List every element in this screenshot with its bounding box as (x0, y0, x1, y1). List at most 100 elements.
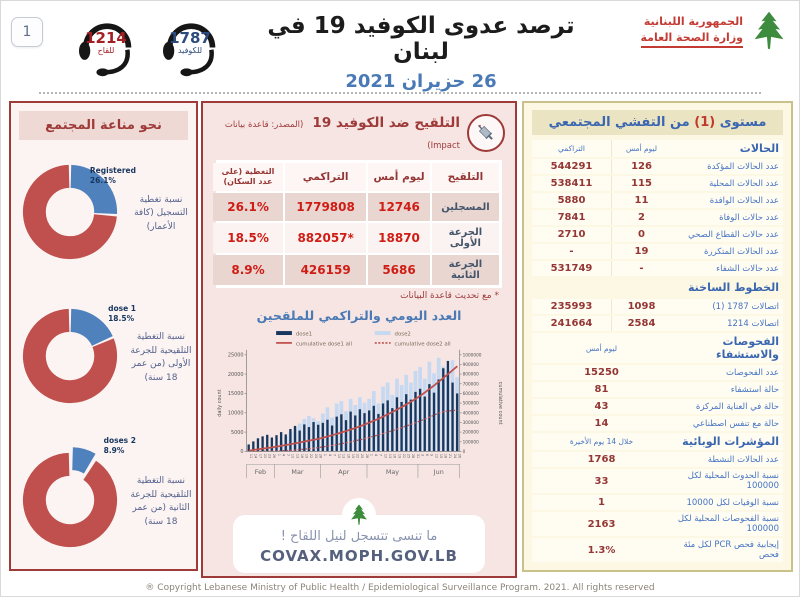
donut-svg (22, 308, 118, 404)
svg-text:19: 19 (397, 454, 401, 458)
table-row: نسبة الفحوصات المحلية لكل 100000 2163 (532, 512, 783, 536)
row-label: عدد الحالات المحلية (709, 178, 779, 189)
row-value: 15250 (584, 367, 619, 378)
vacc-coverage: 8.9% (213, 255, 284, 286)
row-value: 1.3% (587, 544, 616, 556)
vacc-yesterday: 12746 (368, 193, 430, 222)
value-yesterday: - (611, 261, 671, 276)
row-value: 2163 (587, 518, 616, 530)
row-label: نسبة الوفيات لكل 10000 (686, 497, 779, 508)
community-immunity-panel: نحو مناعة المجتمع نسبة تغطية التسجيل (كا… (9, 101, 198, 571)
svg-text:500000: 500000 (463, 401, 479, 406)
value-yesterday: 2 (611, 210, 671, 225)
outbreak-panel: مستوى (1) من التفشي المجتمعي الحالات ليوم… (522, 101, 793, 572)
svg-text:May: May (386, 469, 399, 477)
svg-text:900000: 900000 (463, 362, 479, 367)
donut-arabic-label: نسبة تغطية التسجيل (كافة الأعمار) (134, 194, 188, 232)
donut-slice-label: 2 doses 8.9% (103, 436, 136, 455)
svg-text:15000: 15000 (228, 392, 244, 398)
svg-text:14: 14 (254, 454, 258, 458)
row-label: عدد حالات الشفاء (716, 263, 779, 274)
svg-text:17: 17 (258, 454, 262, 458)
vaccination-title-text: التلقيح ضد الكوفيد 19 (المصدر: قاعدة بيا… (213, 112, 460, 154)
row-label: حالة استشفاء (730, 384, 779, 395)
svg-text:20000: 20000 (228, 372, 244, 378)
table-row: الفحوصات والاستشفاء ليوم أمس (532, 333, 783, 363)
row-label: عدد الفحوصات (726, 367, 779, 378)
outbreak-title-right: مستوى (719, 115, 767, 130)
vaccination-source: (المصدر: قاعدة بيانات Impact) (224, 120, 460, 151)
hotline-covid: 1787 للكوفيد (151, 7, 229, 79)
svg-text:22: 22 (402, 454, 406, 458)
row-label: عدد الحالات المؤكدة (707, 161, 779, 172)
daily-chart-title: العدد اليومي والتراكمي للملقحين (256, 308, 462, 324)
table-row: عدد حالات الوفاة 2 7841 (532, 210, 783, 225)
copyright-footer: ® Copyright Lebanese Ministry of Public … (145, 583, 655, 593)
svg-text:24: 24 (453, 454, 457, 458)
svg-text:16: 16 (393, 454, 397, 458)
cedar-mini-badge (342, 498, 376, 533)
svg-text:13: 13 (342, 454, 346, 458)
value-cumulative: 241664 (550, 318, 593, 329)
syringe-icon (477, 124, 493, 140)
vacc-yesterday: 5686 (368, 255, 430, 286)
cedar-icon (351, 504, 367, 526)
svg-text:22: 22 (309, 454, 313, 458)
outbreak-title-left: من التفشي المجتمعي (548, 115, 690, 130)
value-yesterday: 19 (611, 244, 671, 259)
vacc-header-cell: ليوم أمس (368, 162, 430, 192)
header-separator (39, 92, 761, 94)
vacc-row-label: الجرعة الثانية (431, 255, 499, 286)
svg-text:25: 25 (360, 454, 364, 458)
value-cumulative: 538411 (550, 178, 593, 189)
svg-text:10: 10 (383, 454, 387, 458)
table-row: عدد الحالات المتكررة 19 - (532, 244, 783, 259)
table-row: عدد الفحوصات 15250 (532, 365, 783, 380)
ministry-name: الجمهورية اللبنانية وزارة الصحة العامة (640, 14, 743, 49)
svg-text:dose1: dose1 (296, 332, 312, 338)
donut-chart-list: نسبة تغطية التسجيل (كافة الأعمار) Registe… (11, 142, 196, 574)
svg-text:cumulative dose1 all: cumulative dose1 all (296, 342, 352, 348)
value-yesterday: 11 (611, 193, 671, 208)
svg-text:13: 13 (388, 454, 392, 458)
vacc-header-cell: التغطية (على عدد السكان) (213, 162, 284, 192)
table-row: عدد الحالات المحلية 115 538411 (532, 176, 783, 191)
row-label: إيجابية فحص PCR لكل مئة فحص (683, 540, 779, 560)
section-header: الفحوصات والاستشفاء (716, 335, 779, 361)
svg-text:Apr: Apr (338, 469, 349, 477)
donut-row: نسبة التغطية التلقيحية للجرعة الثانية (م… (11, 430, 196, 574)
covax-message: ما تنسى تتسجل لنيل اللقاح ! (280, 529, 438, 545)
svg-text:cumulative dose2 all: cumulative dose2 all (395, 342, 451, 348)
ministry-line2: وزارة الصحة العامة (640, 30, 743, 49)
table-row: نسبة الحدوث المحلية لكل 100000 33 (532, 469, 783, 493)
row-value: 33 (594, 475, 609, 487)
svg-text:20: 20 (263, 454, 267, 458)
row-label: نسبة الحدوث المحلية لكل 100000 (687, 471, 779, 491)
row-label: اتصالات 1214 (727, 318, 779, 329)
covax-callout: ما تنسى تتسجل لنيل اللقاح ! COVAX.MOPH.G… (233, 498, 485, 574)
donut-chart: Registered 26.1% (14, 144, 136, 284)
value-yesterday: 1098 (611, 299, 671, 314)
hotline-vaccine-number: 1214 (85, 29, 127, 47)
donut-chart: 1 dose 18.5% (14, 288, 136, 428)
row-value: خلال 14 يوم الأخيرة (569, 437, 634, 446)
covax-url[interactable]: COVAX.MOPH.GOV.LB (260, 547, 458, 566)
value-yesterday: 0 (611, 227, 671, 242)
svg-text:dose2: dose2 (395, 332, 411, 338)
svg-text:23: 23 (268, 454, 272, 458)
donut-svg (22, 447, 118, 548)
value-cumulative: 7841 (557, 212, 586, 223)
svg-text:19: 19 (351, 454, 355, 458)
chart-bars (247, 358, 460, 452)
svg-text:400000: 400000 (463, 411, 479, 416)
svg-text:4: 4 (328, 454, 332, 456)
svg-text:28: 28 (411, 454, 415, 458)
svg-text:7: 7 (286, 454, 290, 456)
svg-text:13: 13 (295, 454, 299, 458)
vaccination-panel: التلقيح ضد الكوفيد 19 (المصدر: قاعدة بيا… (201, 101, 517, 578)
value-cumulative: 2710 (557, 229, 586, 240)
svg-text:12: 12 (434, 454, 438, 458)
outbreak-level-number: (1) (694, 115, 716, 130)
table-row: اتصالات 1214 2584 241664 (532, 316, 783, 331)
svg-text:1: 1 (277, 454, 281, 456)
